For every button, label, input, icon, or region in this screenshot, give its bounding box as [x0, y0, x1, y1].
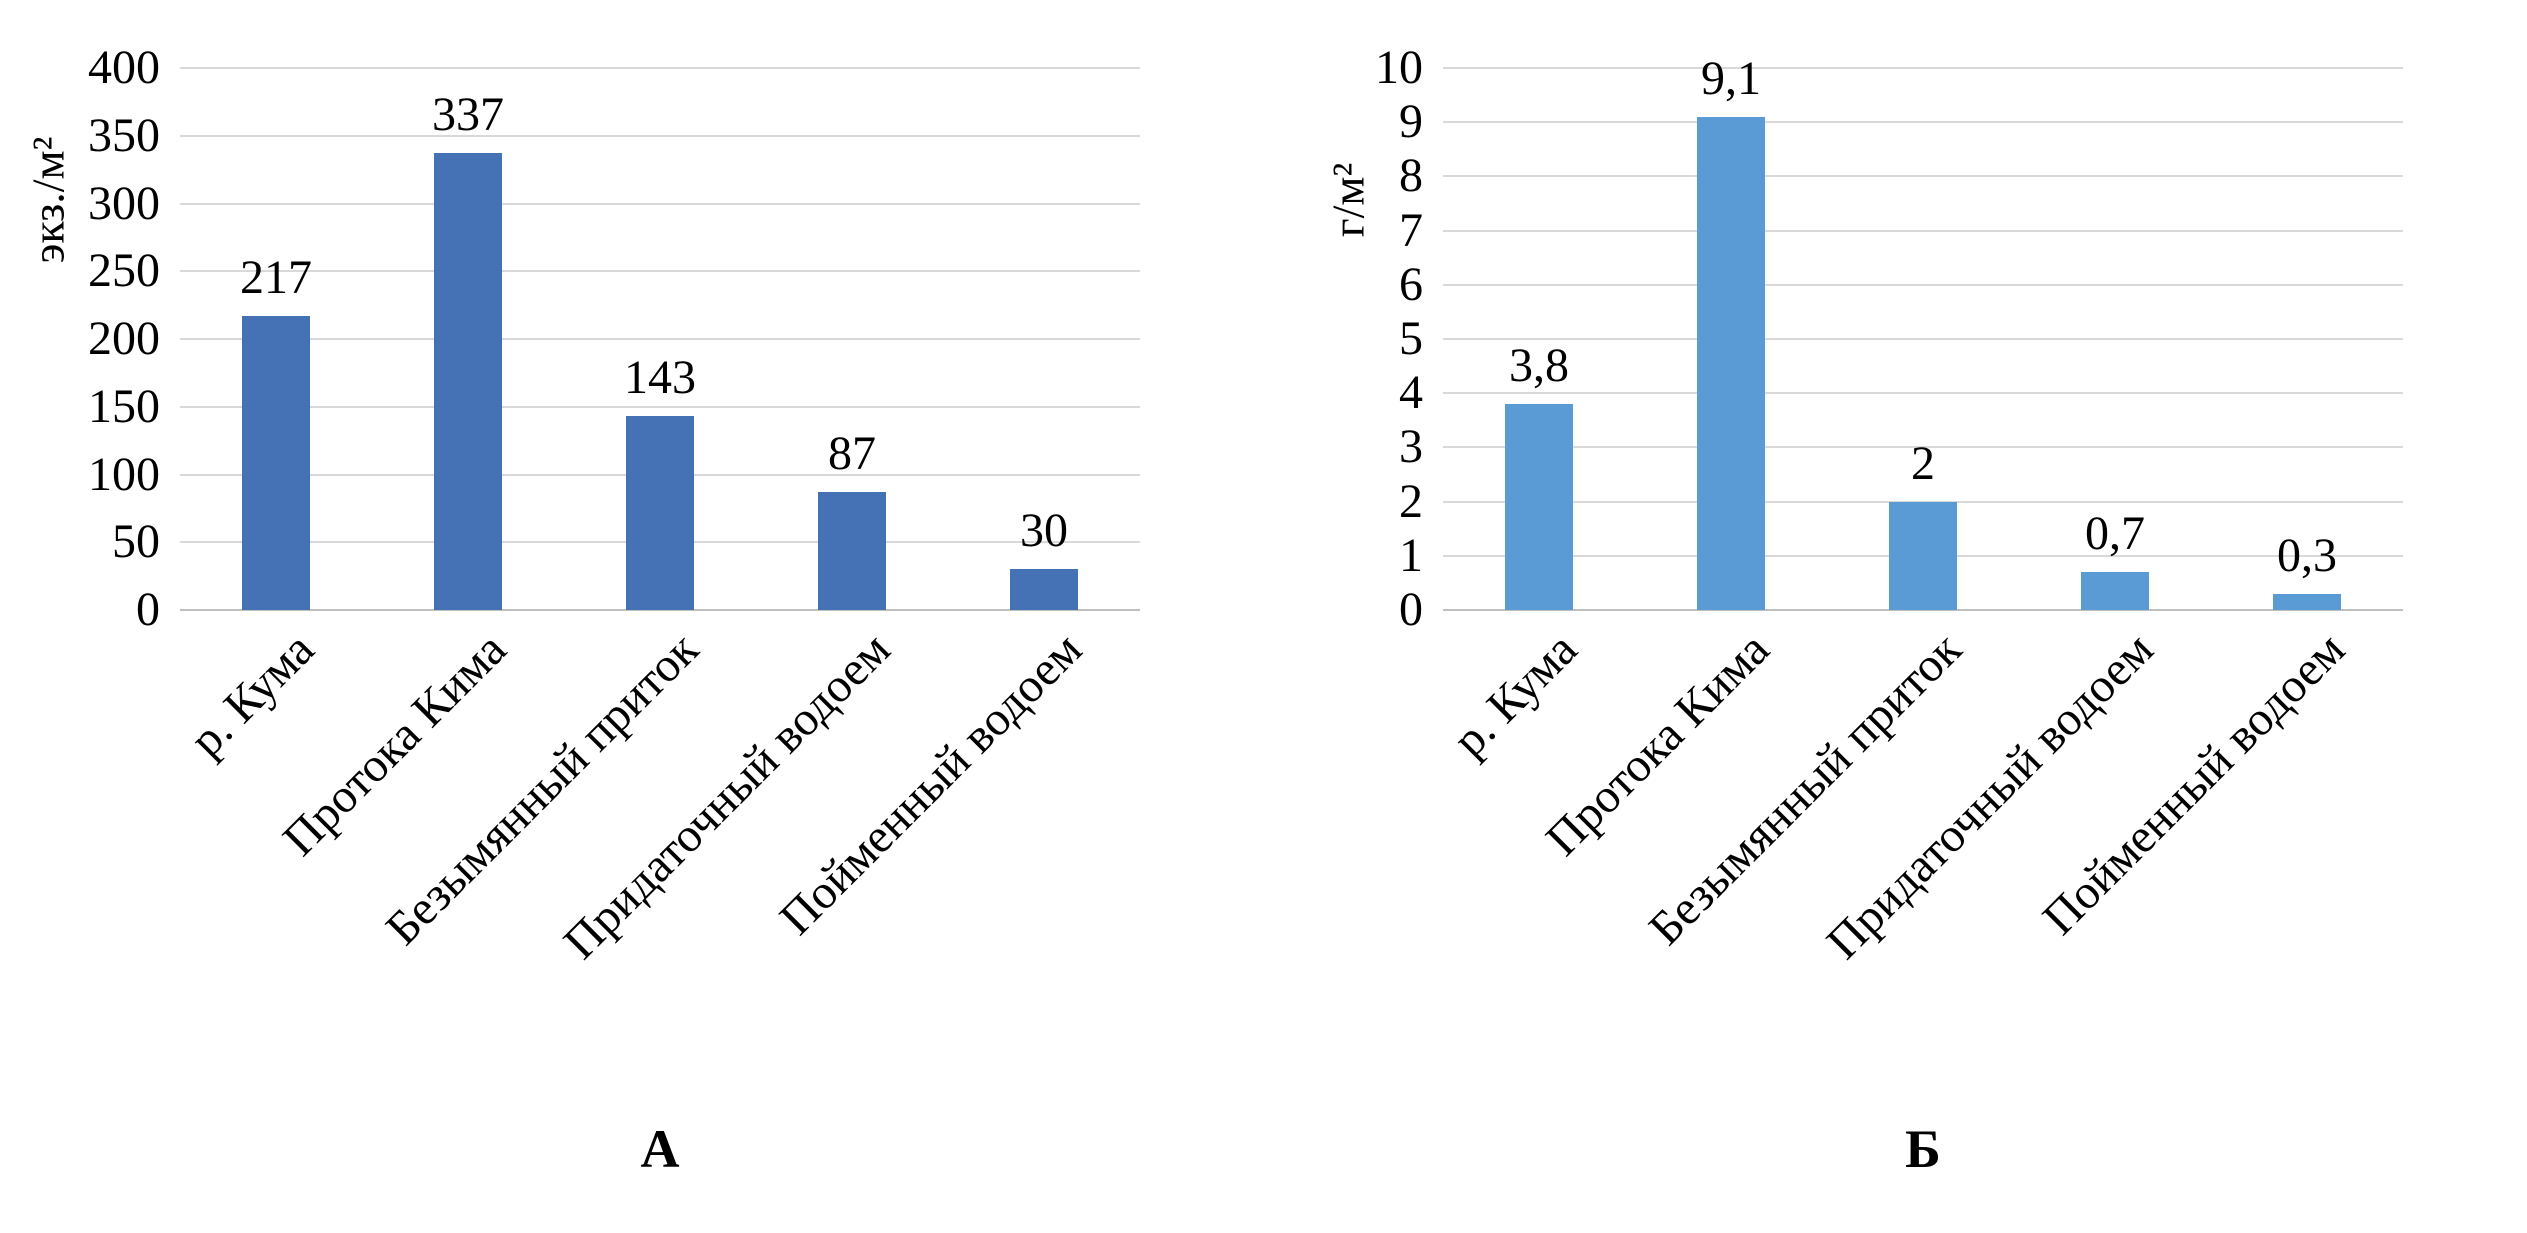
- gridline: [1443, 609, 2403, 611]
- bar-value-label: 30: [1020, 504, 1068, 558]
- gridline: [180, 338, 1140, 340]
- bar: [818, 492, 886, 610]
- bar-value-label: 143: [624, 351, 696, 405]
- gridline: [1443, 500, 2403, 503]
- bar: [626, 416, 694, 610]
- gridline: [1443, 175, 2403, 178]
- bar-value-label: 0,3: [2277, 528, 2337, 582]
- gridline: [180, 67, 1140, 69]
- y-tick-label: 250: [88, 244, 160, 298]
- bar: [1697, 116, 1765, 610]
- x-category-label: р. Кума: [1442, 622, 1588, 767]
- bar-value-label: 3,8: [1509, 339, 1569, 393]
- y-tick-label: 3: [1399, 420, 1423, 474]
- chart-abundance: экз./м² 0 50 100 150 200 250 300 350 400 217 р. Ку…: [0, 0, 1263, 1233]
- bar-value-label: 217: [240, 250, 312, 304]
- y-axis-title: экз./м²: [22, 136, 74, 264]
- plot-area: 0 1 2 3 4 5 6 7 8 9 10 3,8 р. Кума 9,1 Протока Кима 2 Бе…: [1375, 44, 2403, 969]
- bar-value-label: 9,1: [1701, 51, 1761, 105]
- y-tick-label: 400: [88, 41, 160, 94]
- x-category-label: Придаточный водоем: [553, 622, 901, 970]
- gridline: [1443, 283, 2403, 286]
- gridline: [1443, 392, 2403, 395]
- gridline: [1443, 446, 2403, 449]
- gridline: [180, 405, 1140, 408]
- bar: [1505, 404, 1573, 610]
- y-axis-title: г/м²: [1322, 162, 1374, 238]
- bar-value-label: 2: [1911, 436, 1935, 490]
- bar-value-label: 0,7: [2085, 507, 2145, 561]
- y-tick-label: 8: [1399, 149, 1423, 203]
- y-tick-label: 10: [1375, 41, 1423, 94]
- bar-value-label: 87: [828, 427, 876, 481]
- gridline: [180, 609, 1140, 611]
- y-tick-label: 350: [88, 108, 160, 162]
- gridline: [1443, 67, 2403, 69]
- bar: [242, 315, 310, 610]
- y-tick-label: 2: [1399, 474, 1423, 528]
- y-tick-label: 5: [1399, 312, 1423, 365]
- y-tick-label: 300: [88, 176, 160, 230]
- x-category-label: Придаточный водоем: [1816, 622, 2164, 970]
- y-tick-label: 0: [136, 583, 160, 636]
- bar: [1889, 501, 1957, 610]
- gridline: [1443, 229, 2403, 232]
- y-tick-label: 6: [1399, 257, 1423, 311]
- y-tick-label: 7: [1399, 203, 1423, 257]
- y-tick-label: 200: [88, 312, 160, 365]
- bar: [434, 153, 502, 610]
- bar: [2273, 593, 2341, 610]
- bar-value-label: 337: [432, 88, 504, 142]
- gridline: [1443, 338, 2403, 340]
- plot-area: 0 50 100 150 200 250 300 350 400 217 р. Кума 337 Про…: [88, 44, 1140, 969]
- y-tick-label: 0: [1399, 583, 1423, 636]
- bar: [2081, 572, 2149, 610]
- bar: [1010, 569, 1078, 610]
- chart-caption: Б: [1905, 1119, 1941, 1179]
- y-tick-label: 50: [112, 515, 160, 569]
- chart-biomass: г/м² 0 1 2 3 4 5 6 7 8 9 10 3,8 р. Кума 9,1 Протока Ки…: [1263, 0, 2526, 1233]
- y-tick-label: 150: [88, 379, 160, 433]
- y-tick-label: 1: [1399, 528, 1423, 582]
- y-tick-label: 9: [1399, 95, 1423, 149]
- gridline: [1443, 121, 2403, 124]
- x-category-label: р. Кума: [179, 622, 325, 767]
- gridline: [180, 202, 1140, 205]
- chart-caption: А: [640, 1119, 680, 1179]
- gridline: [180, 134, 1140, 137]
- y-tick-label: 4: [1399, 366, 1423, 420]
- gridline: [180, 270, 1140, 273]
- y-tick-label: 100: [88, 447, 160, 501]
